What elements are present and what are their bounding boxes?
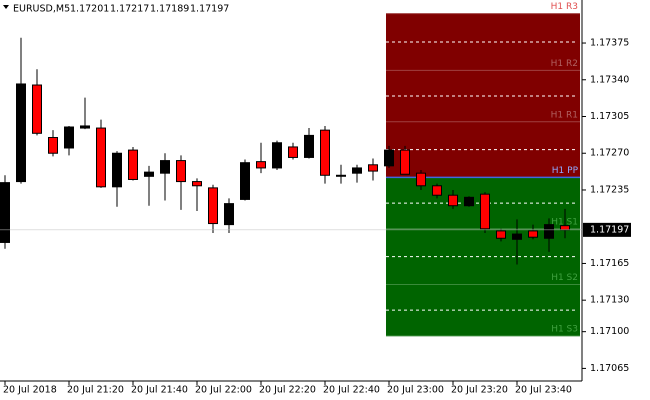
x-tick-label: 20 Jul 23:00	[387, 385, 444, 396]
ohlc-low: 1.17189	[150, 4, 189, 15]
y-tick-label: 1.17100	[590, 326, 629, 337]
candle-body	[496, 230, 506, 239]
y-tick-label: 1.17065	[590, 363, 629, 374]
candle-body	[64, 126, 74, 149]
candle-body	[368, 164, 378, 172]
candle-body	[528, 230, 538, 238]
symbol-icon	[3, 5, 9, 9]
candle-body	[320, 129, 330, 176]
candle-body	[544, 224, 554, 239]
candle-body	[288, 146, 298, 158]
candle-body	[0, 182, 10, 243]
ohlc-open: 1.17201	[70, 4, 109, 15]
candle-body	[48, 136, 58, 154]
candle-body	[144, 171, 154, 177]
candle-body	[384, 149, 394, 167]
pivot-label: H1 PP	[552, 166, 579, 176]
ohlc-high: 1.17217	[110, 4, 149, 15]
pivot-label: H1 R2	[551, 59, 578, 69]
candle-body	[480, 193, 490, 230]
candle-body	[352, 167, 362, 174]
price-label: 1.17197	[590, 224, 629, 235]
y-tick-label: 1.17165	[590, 258, 629, 269]
x-tick-label: 20 Jul 21:40	[131, 385, 188, 396]
y-tick-label: 1.17235	[590, 184, 629, 195]
ohlc-close: 1.17197	[190, 4, 229, 15]
pivot-label: H1 S2	[551, 273, 578, 283]
y-tick-label: 1.17270	[590, 148, 629, 159]
x-tick-label: 20 Jul 2018	[3, 385, 57, 396]
y-tick-label: 1.17130	[590, 295, 629, 306]
candle-body	[208, 187, 218, 225]
candles	[0, 37, 570, 265]
pivot-label: H1 S3	[551, 324, 578, 334]
chart-title: EURUSD,M5	[13, 4, 70, 15]
pivot-label: H1 R1	[551, 110, 578, 120]
candle-body	[448, 194, 458, 207]
candle-body	[176, 160, 186, 183]
x-tick-label: 20 Jul 21:20	[67, 385, 124, 396]
x-tick-label: 20 Jul 22:40	[323, 385, 380, 396]
price-box	[583, 222, 631, 237]
candle-body	[432, 185, 442, 196]
candle-body	[128, 149, 138, 180]
candle-body	[400, 149, 410, 175]
candle-body	[336, 174, 346, 177]
candle-body	[464, 196, 474, 207]
x-tick-label: 20 Jul 22:00	[195, 385, 252, 396]
candle-body	[112, 152, 122, 188]
candle-body	[272, 142, 282, 169]
candle-body	[80, 125, 90, 129]
y-tick-label: 1.17305	[590, 111, 629, 122]
candle-body	[224, 203, 234, 226]
x-tick-label: 20 Jul 22:20	[259, 385, 316, 396]
candle-body	[16, 83, 26, 183]
candle-body	[160, 160, 170, 174]
candle-body	[32, 84, 42, 134]
y-tick-label: 1.17375	[590, 38, 629, 49]
candle-body	[560, 225, 570, 231]
candle-body	[304, 134, 314, 158]
x-tick-label: 20 Jul 23:40	[515, 385, 572, 396]
resistance-zone	[386, 13, 580, 178]
candle-body	[240, 162, 250, 200]
candle-body	[96, 127, 106, 188]
candle-body	[416, 172, 426, 187]
y-tick-label: 1.17340	[590, 74, 629, 85]
x-tick-label: 20 Jul 23:20	[451, 385, 508, 396]
candle-body	[512, 233, 522, 240]
candle-body	[256, 161, 266, 169]
candle-body	[192, 181, 202, 187]
pivot-label: H1 R3	[551, 2, 578, 12]
